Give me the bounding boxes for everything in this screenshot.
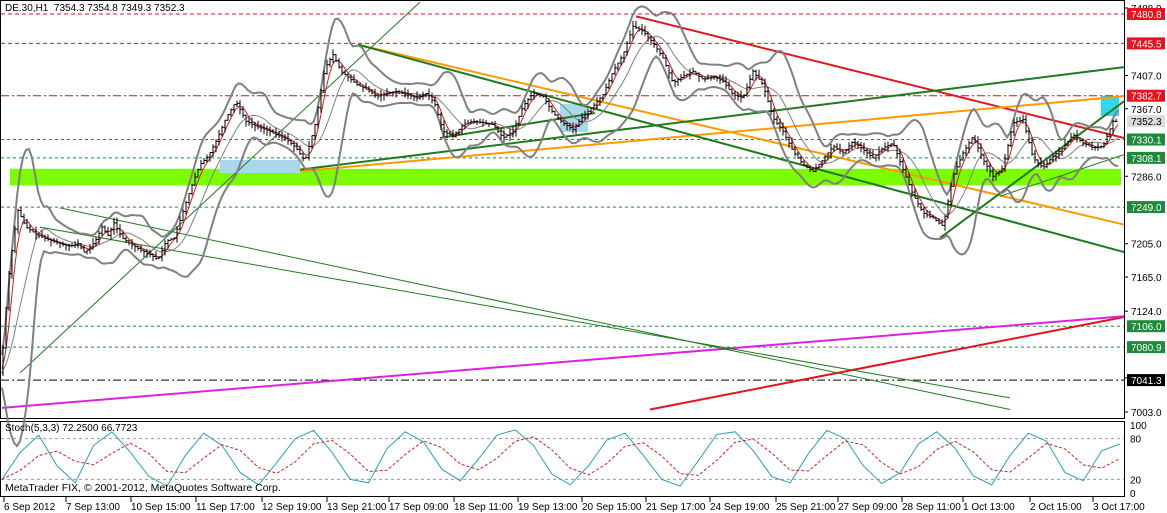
price-tick-label: 7407.0 <box>1131 71 1162 82</box>
time-tick-label: 12 Sep 19:00 <box>262 502 322 513</box>
stoch-d-line <box>1 436 1121 480</box>
main-pane-frame <box>0 0 1125 419</box>
time-tick-label: 27 Sep 09:00 <box>838 502 898 513</box>
stoch-k-line <box>1 429 1121 487</box>
time-tick-label: 25 Sep 21:00 <box>776 502 836 513</box>
time-tick-label: 11 Sep 17:00 <box>196 502 255 513</box>
price-tick-label: 7286.0 <box>1131 172 1162 183</box>
ohlc-label: 7354.3 7354.8 7349.3 7352.3 <box>53 3 185 14</box>
copyright-label: MetaTrader FIX, © 2001-2012, MetaQuotes … <box>5 482 281 494</box>
trendline-red <box>635 15 1125 139</box>
price-tick-label: 7165.0 <box>1131 273 1162 284</box>
level-label-box <box>1127 320 1165 333</box>
trendline-red <box>649 316 1125 411</box>
trendline-orange <box>299 95 1125 173</box>
level-label-box <box>1127 201 1165 214</box>
time-tick-label: 2 Oct 15:00 <box>1030 502 1082 513</box>
time-tick-label: 3 Oct 17:00 <box>1093 502 1145 513</box>
time-tick-label: 13 Sep 21:00 <box>327 502 387 513</box>
stoch-tick-label: 80 <box>1130 435 1142 446</box>
level-label-box <box>1127 151 1165 164</box>
chart-header: DE.30,H1 7354.3 7354.8 7349.3 7352.3 <box>5 3 185 14</box>
trendline-orange <box>357 43 1125 226</box>
stoch-tick-label: 100 <box>1130 421 1147 432</box>
trendline-thin <box>39 226 1011 399</box>
price-tick-label: 7124.0 <box>1131 307 1162 318</box>
trendline-green <box>439 111 596 139</box>
level-label-box <box>1127 374 1165 387</box>
trendline-magenta <box>1 315 1125 409</box>
price-tick-label: 7003.0 <box>1131 408 1162 419</box>
trendline-thin <box>999 154 1125 197</box>
level-label: 7308.1 <box>1131 154 1162 165</box>
indicator-label: Stoch(5,3,3) 72.2500 66.7723 <box>5 423 138 434</box>
trendline-thin <box>19 1 421 374</box>
level-label-box <box>1127 7 1165 20</box>
level-label-box <box>1127 133 1165 146</box>
price-tick-label: 7367.0 <box>1131 105 1162 116</box>
stoch-tick-label: 0 <box>1130 489 1136 500</box>
time-tick-label: 17 Sep 09:00 <box>389 502 449 513</box>
level-label: 7080.9 <box>1131 343 1162 354</box>
level-label-box <box>1127 115 1165 128</box>
level-label: 7445.5 <box>1131 39 1162 50</box>
time-tick-label: 10 Sep 15:00 <box>131 502 191 513</box>
indicator-pane-frame <box>0 421 1125 497</box>
symbol-label: DE.30,H1 <box>5 3 49 14</box>
moving-average <box>1 28 1119 369</box>
trendline-green <box>299 66 1125 171</box>
level-label-box <box>1127 37 1165 50</box>
trendline-green <box>357 43 1125 254</box>
time-tick-label: 20 Sep 15:00 <box>582 502 642 513</box>
level-label-box <box>1127 89 1165 102</box>
price-tick-label: 7205.0 <box>1131 240 1162 251</box>
level-label-box <box>1127 341 1165 354</box>
stoch-tick-label: 20 <box>1130 475 1142 486</box>
time-tick-label: 19 Sep 13:00 <box>518 502 578 513</box>
time-tick-label: 24 Sep 19:00 <box>710 502 770 513</box>
time-tick-label: 6 Sep 2012 <box>4 502 56 513</box>
bollinger-middle <box>1 35 1119 372</box>
level-label: 7382.7 <box>1131 92 1162 103</box>
time-tick-label: 1 Oct 13:00 <box>963 502 1015 513</box>
trendline-thin <box>59 207 1011 410</box>
level-label: 7330.1 <box>1131 136 1162 147</box>
level-label: 7352.3 <box>1131 117 1162 128</box>
trendline-green <box>939 100 1125 239</box>
bollinger-lower <box>1 55 1119 448</box>
highlight-box <box>220 160 300 173</box>
level-label: 7106.0 <box>1131 322 1162 333</box>
level-label: 7041.3 <box>1131 376 1162 387</box>
level-label: 7249.0 <box>1131 203 1162 214</box>
highlight-box <box>1101 96 1119 116</box>
time-tick-label: 18 Sep 11:00 <box>454 502 513 513</box>
bollinger-upper <box>1 5 1119 356</box>
level-label: 7480.8 <box>1131 10 1162 21</box>
time-tick-label: 28 Sep 11:00 <box>902 502 961 513</box>
time-tick-label: 7 Sep 13:00 <box>66 502 120 513</box>
time-tick-label: 21 Sep 17:00 <box>646 502 706 513</box>
